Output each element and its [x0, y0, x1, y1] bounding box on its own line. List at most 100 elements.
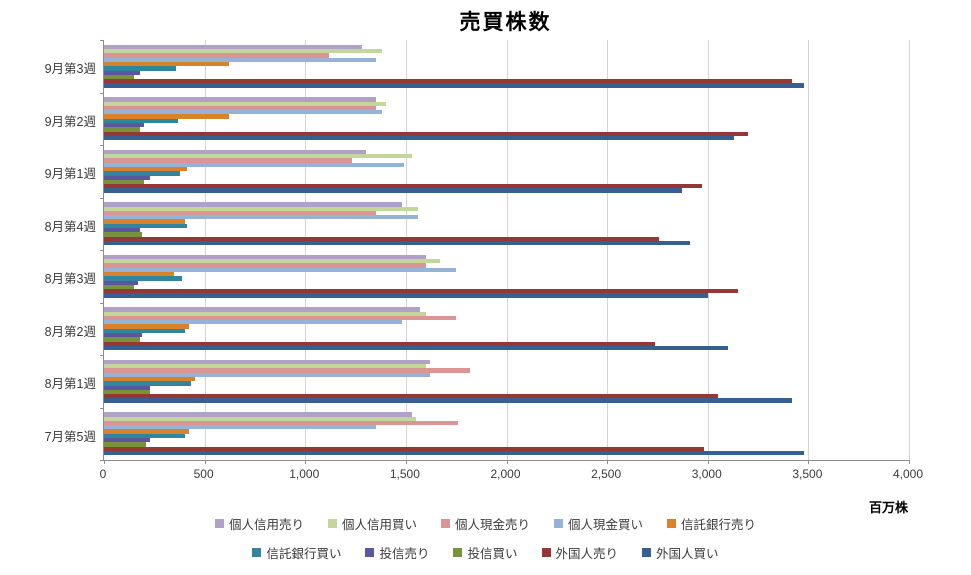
bar — [104, 438, 151, 443]
bar — [104, 254, 426, 260]
gridline — [808, 40, 810, 460]
bar — [104, 372, 431, 377]
legend-item: 個人信用買い — [327, 514, 417, 533]
x-axis-tick — [506, 460, 508, 464]
y-axis-tick — [100, 145, 104, 146]
legend-label: 外国人売り — [555, 547, 619, 561]
axis-unit-label: 百万株 — [868, 500, 908, 515]
bar — [104, 223, 187, 229]
legend-item: 投信買い — [453, 543, 518, 562]
bar — [104, 70, 141, 75]
y-axis-tick — [100, 250, 104, 251]
bar — [104, 118, 179, 124]
bar — [104, 74, 135, 80]
bar — [104, 394, 718, 399]
legend-swatch-icon — [642, 548, 652, 557]
legend-item: 信託銀行売り — [667, 514, 756, 533]
x-axis-tick-label: 4,000 — [892, 467, 924, 481]
x-axis-tick — [104, 460, 105, 464]
bar — [104, 450, 805, 456]
legend-label: 外国人買い — [656, 547, 719, 561]
legend-item: 投信売り — [365, 543, 429, 562]
y-axis-category-label: 8月第4週 — [44, 219, 96, 234]
bar — [104, 267, 457, 272]
bar — [104, 311, 426, 316]
bar — [104, 83, 805, 88]
x-axis-tick-label: 3,500 — [792, 467, 823, 481]
legend-item: 個人現金売り — [440, 514, 530, 533]
x-axis-tick — [707, 460, 709, 464]
bar — [104, 202, 402, 207]
bar — [104, 307, 420, 312]
legend-item: 個人信用売り — [214, 514, 304, 533]
bar — [104, 320, 402, 325]
bar — [104, 259, 441, 264]
legend-swatch-icon — [214, 519, 224, 528]
y-axis-category-label: 8月第2週 — [44, 324, 96, 339]
bar — [104, 389, 151, 395]
gridline — [607, 40, 609, 460]
bar — [104, 127, 141, 132]
bar — [104, 158, 352, 163]
legend-item: 外国人買い — [642, 543, 719, 562]
bar — [104, 105, 376, 111]
bar — [104, 154, 412, 159]
gridline — [707, 40, 709, 460]
y-axis-tick — [100, 302, 104, 304]
bar — [104, 66, 177, 71]
bar — [104, 284, 135, 290]
bar — [104, 219, 185, 224]
x-axis-tick — [909, 460, 910, 464]
legend-swatch-icon — [541, 548, 551, 557]
gridline — [405, 40, 407, 460]
plot-area — [100, 40, 910, 464]
x-axis-tick-label: 3,000 — [691, 467, 722, 481]
y-axis-category-label: 8月第3週 — [44, 272, 96, 287]
bar — [104, 446, 704, 451]
legend-label: 投信売り — [379, 547, 430, 561]
x-axis-tick — [607, 460, 609, 464]
legend-swatch-icon — [667, 519, 677, 528]
legend-label: 個人現金売り — [454, 518, 530, 532]
bar — [104, 293, 708, 298]
bar — [104, 271, 175, 277]
bar — [104, 368, 471, 373]
legend-swatch-icon — [554, 519, 563, 528]
y-axis-tick — [100, 92, 104, 94]
legend-swatch-icon — [453, 548, 463, 557]
x-axis-tick — [305, 460, 307, 464]
legend-row-2: 信託銀行買い 投信売り 投信買い 外国人売り 外国人買い — [0, 543, 971, 562]
x-axis-tick-label: 2,500 — [591, 467, 622, 481]
bar — [104, 289, 738, 294]
legend-label: 信託銀行買い — [266, 547, 342, 561]
bar — [104, 110, 382, 115]
y-axis-tick — [100, 355, 104, 356]
legend-swatch-icon — [365, 548, 375, 557]
bar — [104, 385, 151, 390]
legend-item: 信託銀行買い — [252, 543, 341, 562]
bar — [104, 276, 183, 281]
y-axis-category-label: 8月第1週 — [44, 377, 96, 392]
legend-row-1: 個人信用売り 個人信用買い 個人現金売り 個人現金買い 信託銀行売り — [0, 514, 971, 533]
bar — [104, 49, 382, 54]
bar — [104, 79, 793, 84]
legend-swatch-icon — [252, 548, 262, 557]
bar — [104, 175, 151, 180]
bar — [104, 206, 418, 211]
bar — [104, 433, 185, 439]
gridline — [305, 40, 307, 460]
y-axis-category-label: 9月第1週 — [44, 167, 96, 182]
legend-swatch-icon — [327, 519, 337, 528]
legend-label: 個人信用売り — [228, 518, 304, 532]
legend-label: 個人現金買い — [568, 518, 644, 532]
bar — [104, 315, 457, 321]
bar — [104, 381, 191, 386]
bar — [104, 232, 143, 237]
bar — [104, 341, 656, 346]
bar — [104, 412, 412, 417]
bar — [104, 425, 376, 430]
bar — [104, 131, 748, 136]
bar — [104, 398, 793, 403]
bar — [104, 123, 145, 128]
bar — [104, 364, 426, 369]
